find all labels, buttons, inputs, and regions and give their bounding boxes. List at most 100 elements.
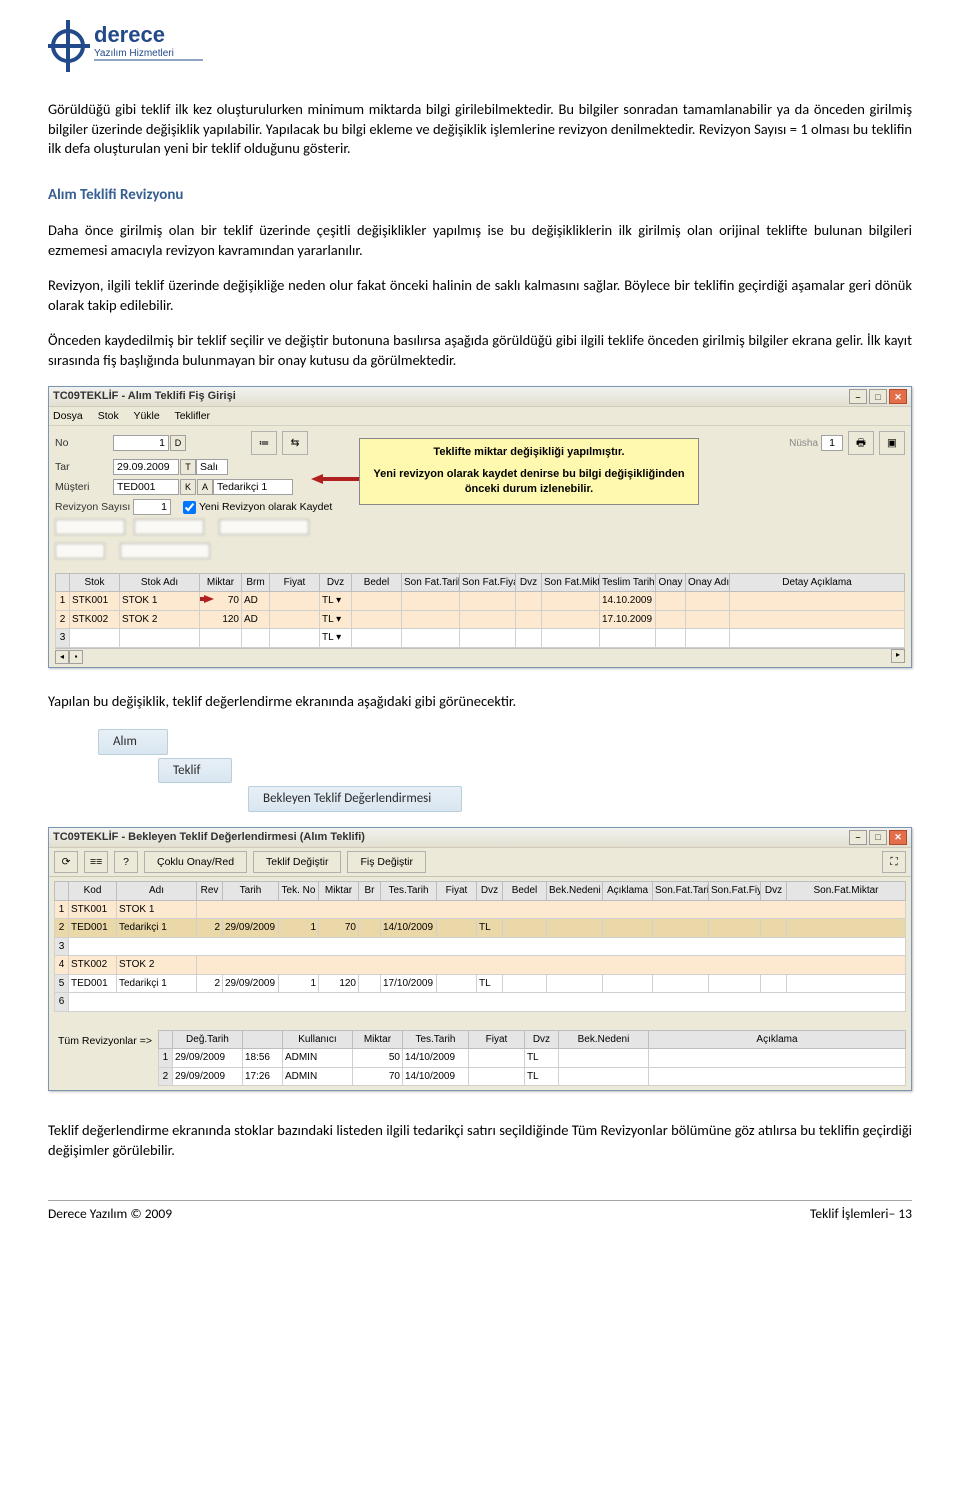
cell: 120 [200,610,242,629]
menu-stok[interactable]: Stok [98,410,119,422]
grid-header: Adı [117,882,197,901]
checkbox-yeni-revizyon[interactable] [183,501,196,514]
scroll-thumb[interactable]: ▪ [69,650,83,664]
footer-left: Derece Yazılım © 2009 [48,1205,172,1223]
cell [648,1067,905,1086]
grid-header: Bek.Nedeni [558,1030,648,1049]
cell: 29/09/2009 [223,974,279,993]
scrollbar[interactable]: ◂▪ ▸ [55,648,905,662]
grid-header [56,573,70,592]
toolbar-icon-1[interactable]: ≔ [251,431,277,455]
window-fis-girisi: TC09TEKLİF - Alım Teklifi Fiş Girişi – □… [48,386,912,668]
minimize-button[interactable]: – [849,830,867,845]
grid-row[interactable]: 2 STK002 STOK 2 120 AD TL ▾ 17.10.2009 [56,610,905,629]
cell [542,592,600,611]
grid-row[interactable]: 1 29/09/2009 18:56 ADMIN 50 14/10/2009 T… [158,1049,905,1068]
maximize-button[interactable]: □ [869,389,887,404]
list-icon[interactable]: ≡≡ [84,851,108,873]
grid-header: Miktar [352,1030,402,1049]
menubar: Dosya Stok Yükle Teklifler [49,407,911,426]
grid-header: Son.Fat.Miktar [787,882,906,901]
rev-grid: Değ.Tarih Kullanıcı Miktar Tes.Tarih Fiy… [158,1030,906,1087]
input-nusha[interactable]: 1 [821,435,843,451]
cell: 3 [55,937,69,956]
blurred-fields [55,519,905,539]
grid-area: Stok Stok Adı Miktar Brm Fiyat Dvz Bedel… [55,573,905,662]
grid-header: Onay Adı [686,573,730,592]
close-button[interactable]: ✕ [889,389,907,404]
close-button[interactable]: ✕ [889,830,907,845]
grid-header: Dvz [524,1030,558,1049]
cell: 17/10/2009 [381,974,437,993]
cell [547,974,603,993]
grid-header: Açıklama [603,882,653,901]
input-musteri[interactable]: TED001 [113,479,179,495]
eval-grid: Kod Adı Rev Tarih Tek. No Miktar Br Tes.… [54,881,906,1012]
grid-row-selected[interactable]: 2 TED001 Tedarikçi 1 2 29/09/2009 1 70 1… [55,919,906,938]
cell: Tedarikçi 1 [117,974,197,993]
window-title: TC09TEKLİF - Alım Teklifi Fiş Girişi [53,389,847,404]
grid-row[interactable]: 1 STK001 STOK 1 70 AD TL ▾ 14.10.2009 [56,592,905,611]
arrow-red-icon [200,595,215,603]
teklif-degistir-button[interactable]: Teklif Değiştir [253,851,341,873]
input-no[interactable]: 1 [113,435,169,451]
tar-cal-button[interactable]: T [180,459,196,475]
cell [437,919,477,938]
refresh-icon[interactable]: ⟳ [54,851,78,873]
grid-row[interactable]: 5 TED001 Tedarikçi 1 2 29/09/2009 1 120 … [55,974,906,993]
menu-teklifler[interactable]: Teklifler [174,410,210,422]
grid-header: Onay [656,573,686,592]
toolbar-icon-2[interactable]: ⇆ [282,431,308,455]
cell: TL ▾ [320,592,352,611]
grid-header [158,1030,172,1049]
grid-header: Kullanıcı [282,1030,352,1049]
grid-header: Tes.Tarih [402,1030,468,1049]
help-icon[interactable]: ? [114,851,138,873]
print-button[interactable]: 🖶 [848,431,874,455]
input-tar[interactable]: 29.09.2009 [113,459,179,475]
scroll-left-button[interactable]: ◂ [55,650,69,664]
grid-row[interactable]: 3 [55,937,906,956]
cell: 1 [279,974,319,993]
grid-row[interactable]: 2 29/09/2009 17:26 ADMIN 70 14/10/2009 T… [158,1067,905,1086]
export-icon[interactable]: ⛶ [882,851,906,873]
save-button[interactable]: ▣ [879,431,905,455]
cell [653,919,709,938]
cell: 50 [352,1049,402,1068]
cell: 1 [279,919,319,938]
musteri-k-button[interactable]: K [180,479,196,495]
grid-header: Bek.Nedeni [547,882,603,901]
scroll-right-button[interactable]: ▸ [891,649,905,663]
input-rev[interactable]: 1 [133,499,171,515]
cell: 29/09/2009 [172,1049,242,1068]
cell [503,919,547,938]
cell [69,993,906,1012]
label-nusha: Nüsha [789,437,818,451]
musteri-a-button[interactable]: A [197,479,213,495]
minimize-button[interactable]: – [849,389,867,404]
cell [69,937,906,956]
section-title: Alım Teklifi Revizyonu [48,185,912,205]
cell: STOK 2 [120,610,200,629]
cell: STOK 1 [120,592,200,611]
coklu-onay-button[interactable]: Çoklu Onay/Red [144,851,247,873]
cell [547,919,603,938]
grid-row[interactable]: 4 STK002 STOK 2 [55,956,906,975]
yellow-note: Teklifte miktar değişikliği yapılmıştır.… [359,438,699,504]
no-lookup-button[interactable]: D [170,435,186,451]
toolbar: ⟳ ≡≡ ? Çoklu Onay/Red Teklif Değiştir Fi… [49,848,911,877]
cell: 1 [56,592,70,611]
grid-row[interactable]: 1 STK001 STOK 1 [55,900,906,919]
paragraph-6: Teklif değerlendirme ekranında stoklar b… [48,1121,912,1160]
svg-text:derece: derece [94,22,165,47]
grid-header: Br [359,882,381,901]
menu-yukle[interactable]: Yükle [133,410,159,422]
grid-table: Stok Stok Adı Miktar Brm Fiyat Dvz Bedel… [55,573,905,648]
maximize-button[interactable]: □ [869,830,887,845]
cell [730,610,905,629]
grid-row[interactable]: 6 [55,993,906,1012]
fis-degistir-button[interactable]: Fiş Değiştir [347,851,426,873]
menu-dosya[interactable]: Dosya [53,410,83,422]
grid-row[interactable]: 3 TL ▾ [56,629,905,648]
cell: STK001 [70,592,120,611]
